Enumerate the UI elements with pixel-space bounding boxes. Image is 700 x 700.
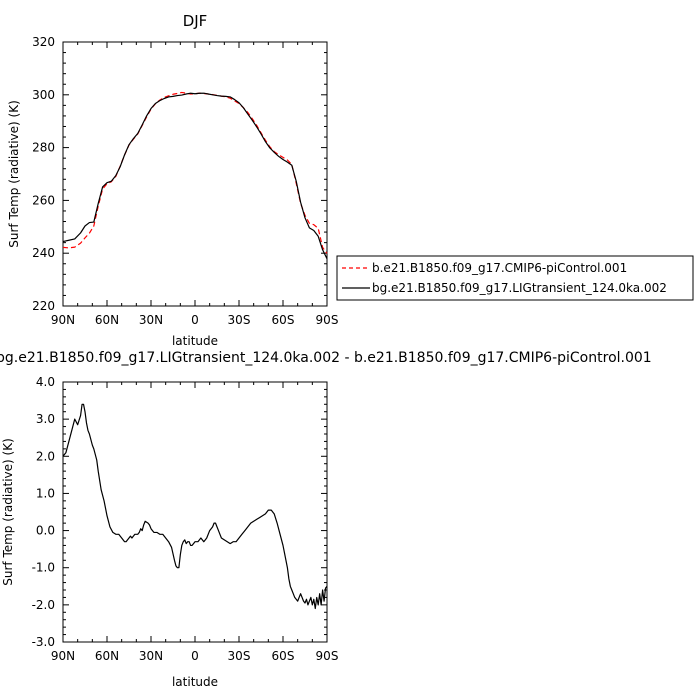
top-xtick-label: 30S [228,313,251,327]
top-series-line-1 [62,92,328,260]
bottom-ytick-label: -3.0 [32,635,55,649]
legend-box [336,255,694,301]
top-xtick-label: 30N [139,313,163,327]
top-xtick-label: 60S [272,313,295,327]
top-ytick-label: 220 [32,299,55,313]
top-ytick-label: 260 [32,193,55,207]
bottom-ytick-label: -1.0 [32,561,55,575]
bottom-ytick-label: 3.0 [36,412,55,426]
top-xtick-label: 60N [95,313,119,327]
bottom-ytick-label: 2.0 [36,449,55,463]
bottom-xtick-label: 0 [191,649,199,663]
bottom-ytick-label: -2.0 [32,598,55,612]
top-ylabel: Surf Temp (radiative) (K) [7,100,21,248]
bottom-ylabel: Surf Temp (radiative) (K) [1,438,15,586]
top-xtick-label: 0 [191,313,199,327]
top-series-line-0 [62,91,328,254]
legend-label-picontrol: b.e21.B1850.f09_g17.CMIP6-piControl.001 [372,261,627,275]
bottom-ytick-label: 4.0 [36,375,55,389]
bottom-panel-title: bg.e21.B1850.f09_g17.LIGtransient_124.0k… [0,350,652,366]
bottom-xtick-label: 60S [272,649,295,663]
legend-label-ligtransient: bg.e21.B1850.f09_g17.LIGtransient_124.0k… [372,281,667,295]
top-panel-title: DJF [183,12,208,30]
legend: b.e21.B1850.f09_g17.CMIP6-piControl.001 … [336,255,694,301]
bottom-series-line-0 [62,403,328,610]
bottom-ytick-label: 0.0 [36,524,55,538]
top-panel-djf: DJF latitude Surf Temp (radiative) (K) 2… [7,12,338,348]
top-plot-frame [62,41,328,307]
top-ytick-label: 300 [32,88,55,102]
top-xlabel: latitude [172,334,218,348]
top-ytick-label: 280 [32,141,55,155]
bottom-xtick-label: 30N [139,649,163,663]
bottom-xlabel: latitude [172,675,218,689]
bottom-ytick-label: 1.0 [36,486,55,500]
bottom-xtick-label: 90N [51,649,75,663]
top-xtick-label: 90N [51,313,75,327]
top-xtick-label: 90S [316,313,339,327]
top-ytick-label: 320 [32,35,55,49]
bottom-xtick-label: 60N [95,649,119,663]
top-ytick-label: 240 [32,246,55,260]
bottom-xtick-label: 90S [316,649,339,663]
bottom-xtick-label: 30S [228,649,251,663]
bottom-panel-difference: bg.e21.B1850.f09_g17.LIGtransient_124.0k… [0,350,652,689]
bottom-plot-frame [62,381,328,643]
